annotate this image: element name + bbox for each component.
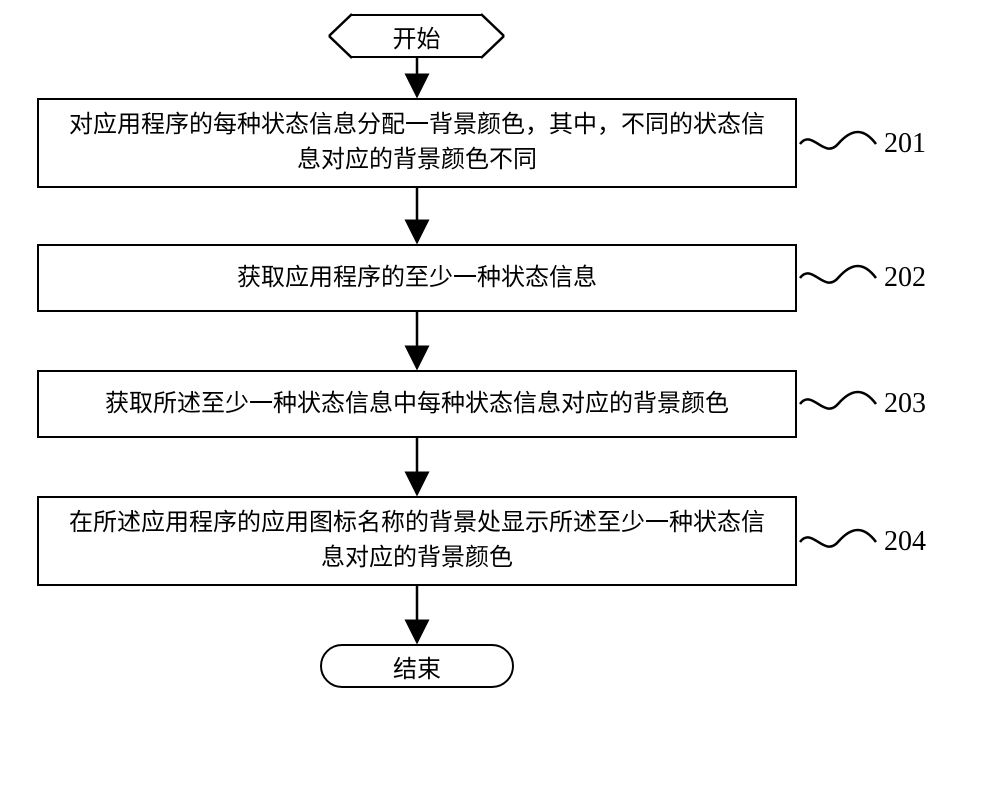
edges-layer	[0, 0, 1000, 794]
flowchart-container: 开始 对应用程序的每种状态信息分配一背景颜色，其中，不同的状态信息对应的背景颜色…	[0, 0, 1000, 794]
